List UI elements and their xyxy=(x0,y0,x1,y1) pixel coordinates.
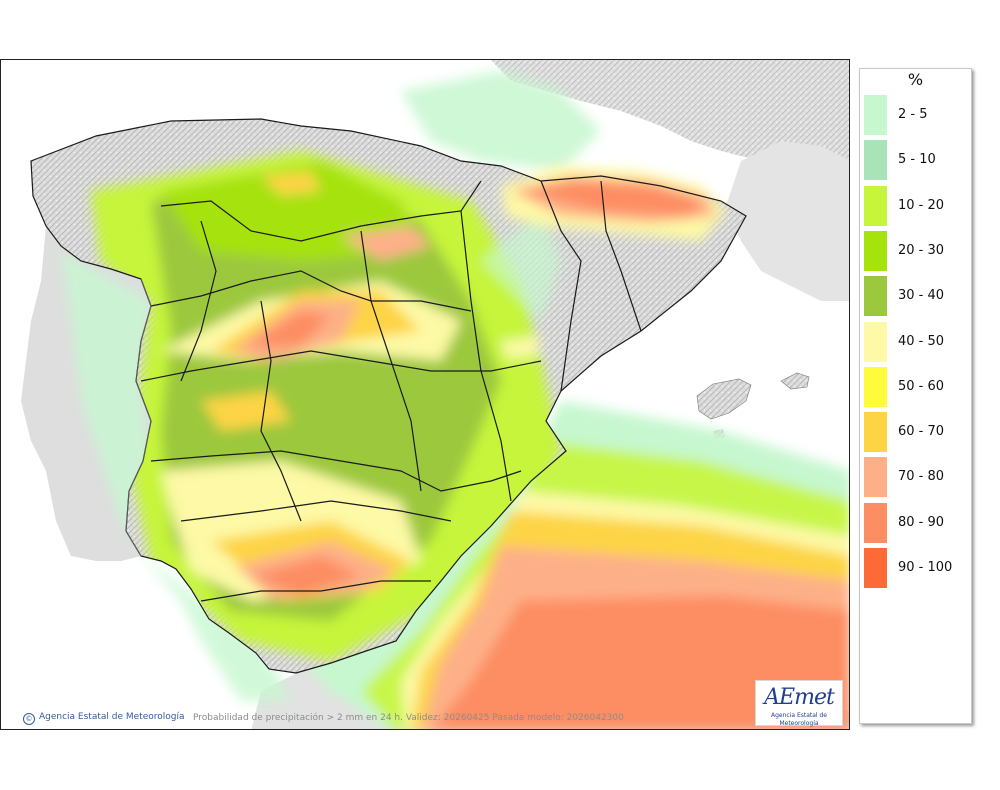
logo-wordmark: AEmet xyxy=(764,685,835,710)
legend-item: 40 - 50 xyxy=(864,321,969,362)
legend-label: 10 - 20 xyxy=(898,197,945,213)
legend-swatch xyxy=(864,548,887,588)
legend-swatch xyxy=(864,321,887,362)
precipitation-probability-map xyxy=(21,60,849,729)
legend-label: 20 - 30 xyxy=(898,242,945,258)
legend-swatch xyxy=(864,276,887,317)
legend-item: 30 - 40 xyxy=(864,276,969,317)
legend-label: 40 - 50 xyxy=(898,333,945,349)
legend-label: 80 - 90 xyxy=(898,514,945,530)
aemet-logo: AEmet Agencia Estatal de Meteorología xyxy=(755,680,843,727)
legend-item: 20 - 30 xyxy=(864,230,969,271)
legend-item: 90 - 100 xyxy=(864,548,969,588)
legend-item: 80 - 90 xyxy=(864,502,969,543)
legend-label: 2 - 5 xyxy=(898,107,928,122)
sea-precipitation-field xyxy=(61,71,849,729)
country-borders xyxy=(125,278,152,557)
legend-swatch xyxy=(864,366,887,407)
legend-label: 30 - 40 xyxy=(898,288,945,304)
probability-legend: % 2 - 5 5 - 10 10 - 20 20 - 30 30 - 40 40 - 5… xyxy=(859,68,972,724)
legend-swatch xyxy=(864,502,887,543)
legend-item: 5 - 10 xyxy=(864,140,969,181)
legend-title: % xyxy=(907,70,924,89)
map-caption: Probabilidad de precipitación > 2 mm en … xyxy=(193,713,624,723)
legend-label: 60 - 70 xyxy=(898,424,945,440)
legend-label: 70 - 80 xyxy=(898,469,945,485)
legend-swatch xyxy=(864,140,887,181)
forecast-map: © Agencia Estatal de Meteorología Probabi… xyxy=(0,59,850,730)
administrative-borders xyxy=(30,118,747,674)
legend-item: 70 - 80 xyxy=(864,457,969,498)
legend-item: 10 - 20 xyxy=(864,185,969,226)
legend-item: 60 - 70 xyxy=(864,412,969,453)
legend-label: 5 - 10 xyxy=(898,152,936,168)
legend-item: 50 - 60 xyxy=(864,366,969,407)
legend-swatch xyxy=(864,230,887,271)
legend-label: 90 - 100 xyxy=(898,560,953,575)
land-precipitation-field xyxy=(91,151,561,661)
legend-swatch xyxy=(864,95,887,135)
copyright-text: Agencia Estatal de Meteorología xyxy=(39,712,185,722)
logo-subtitle: Agencia Estatal de Meteorología xyxy=(770,712,827,727)
legend-swatch xyxy=(864,412,887,453)
legend-swatch xyxy=(864,457,887,498)
legend-item: 2 - 5 xyxy=(864,95,969,135)
legend-swatch xyxy=(864,185,887,226)
legend-label: 50 - 60 xyxy=(898,378,945,394)
copyright-notice: © Agencia Estatal de Meteorología xyxy=(23,712,185,725)
copyright-icon: © xyxy=(23,713,35,725)
